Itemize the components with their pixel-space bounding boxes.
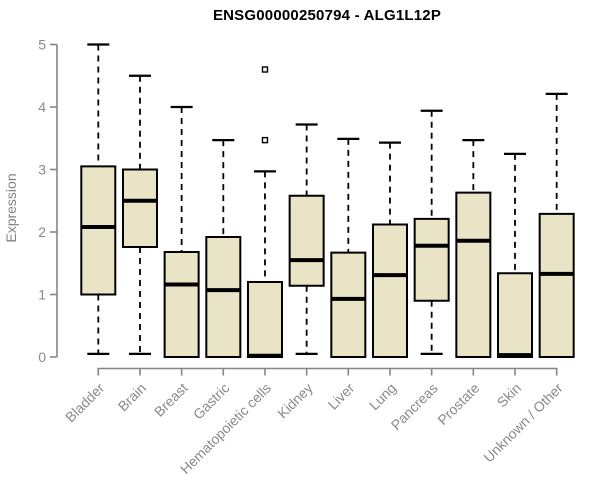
boxplot-box (497, 272, 533, 358)
x-tick-label: Unknown / Other (480, 380, 566, 466)
y-tick-label: 2 (38, 224, 46, 240)
boxplot-box (538, 212, 575, 358)
boxplot-box (246, 281, 283, 358)
boxplot-box (371, 223, 408, 358)
outlier-point (261, 136, 269, 144)
boxplot-box (121, 168, 158, 248)
boxplot-box (205, 236, 242, 358)
x-tick-label: Kidney (274, 380, 316, 422)
y-tick-label: 3 (38, 162, 46, 178)
y-tick-label: 5 (38, 37, 46, 53)
y-tick-label: 1 (38, 287, 46, 303)
boxplot-box (455, 191, 492, 358)
y-axis-label: Expression (3, 173, 19, 243)
outlier-point (261, 66, 269, 73)
x-tick-label: Prostate (434, 380, 482, 428)
boxplot-box (163, 251, 200, 358)
x-tick-label: Skin (494, 380, 525, 411)
boxplot-box (288, 194, 325, 287)
x-tick-label: Liver (325, 380, 358, 413)
x-tick-label: Brain (115, 380, 149, 414)
boxplot-box (80, 165, 117, 296)
y-tick-label: 0 (38, 349, 46, 365)
chart-title: ENSG00000250794 - ALG1L12P (212, 7, 442, 24)
x-tick-label: Lung (366, 380, 399, 413)
boxplot-box (330, 251, 367, 358)
x-tick-label: Bladder (62, 380, 108, 426)
boxplot-box (413, 217, 450, 302)
y-tick-label: 4 (38, 99, 46, 115)
x-tick-label: Breast (151, 380, 191, 420)
